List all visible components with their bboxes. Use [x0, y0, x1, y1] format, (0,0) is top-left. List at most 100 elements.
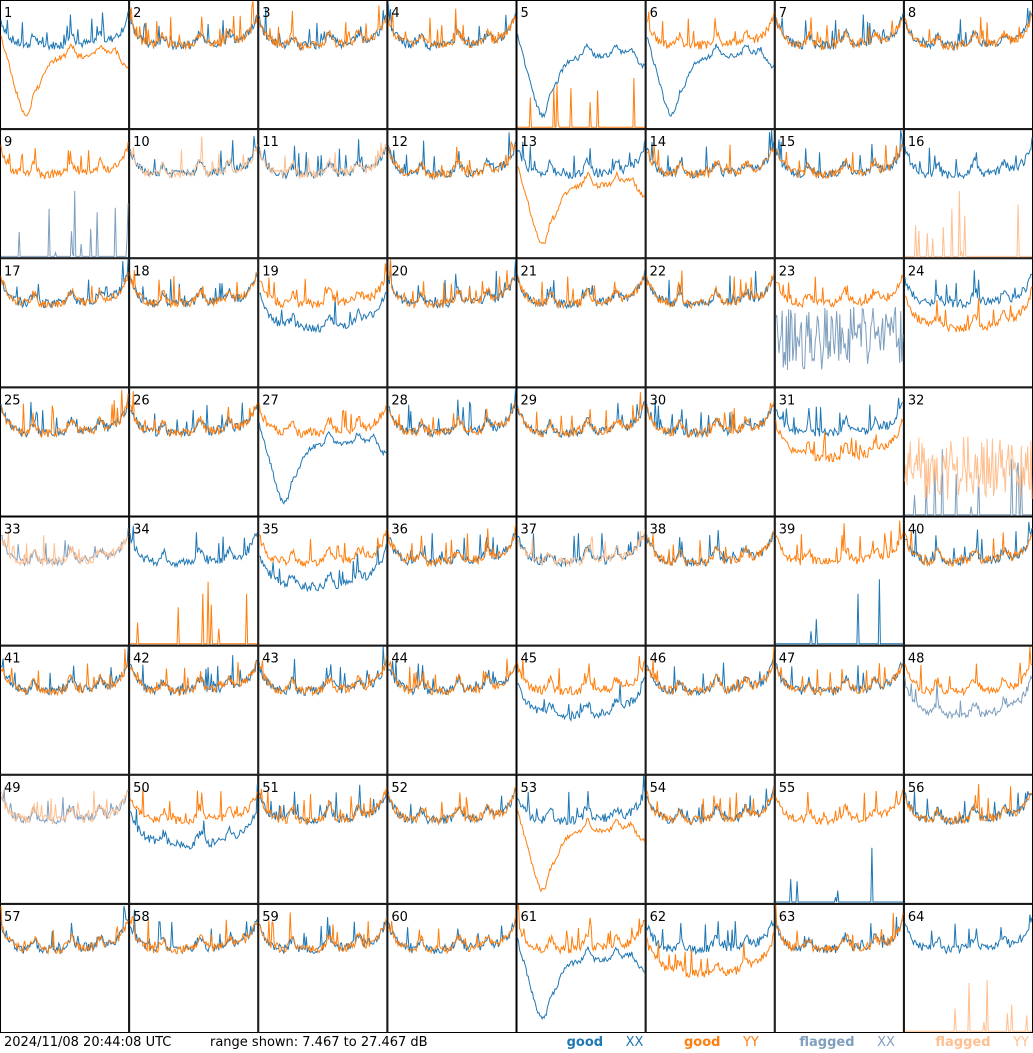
series-yy-53 [517, 809, 646, 893]
panel-frame [774, 387, 904, 517]
panel-frame [774, 258, 904, 388]
panel-61: 61 [516, 903, 646, 1033]
panel-label: 33 [4, 523, 21, 538]
series-yy-37 [517, 529, 646, 568]
series-yy-34 [130, 581, 258, 645]
series-yy-59 [259, 912, 387, 954]
panel-9: 9 [0, 129, 130, 259]
panel-40: 40 [903, 516, 1033, 646]
panel-label: 11 [262, 135, 279, 150]
panel-label: 49 [4, 781, 21, 796]
timestamp: 2024/11/08 20:44:08 UTC [4, 1035, 172, 1050]
legend: good XX good YY flagged XX flagged YY [531, 1033, 1029, 1053]
panel-label: 24 [908, 264, 925, 279]
panel-51: 51 [258, 774, 388, 904]
panel-frame [645, 0, 775, 130]
series-yy-14 [646, 143, 775, 179]
panel-frame [387, 516, 517, 646]
panel-frame [516, 129, 646, 259]
panel-label: 5 [521, 6, 529, 21]
panel-label: 58 [133, 910, 150, 925]
series-xx-24 [904, 270, 1033, 310]
panel-36: 36 [387, 516, 517, 646]
series-xx-48 [904, 674, 1033, 720]
panel-frame [129, 0, 259, 130]
series-yy-35 [258, 529, 387, 568]
panel-frame [645, 129, 775, 259]
panel-label: 26 [133, 393, 150, 408]
panel-frame [0, 516, 130, 646]
panel-frame [387, 903, 517, 1033]
panel-46: 46 [645, 645, 775, 775]
series-yy-48 [904, 646, 1033, 697]
panel-27: 27 [258, 387, 388, 517]
panel-35: 35 [258, 516, 388, 646]
series-xx-50 [129, 784, 258, 850]
panel-frame [0, 903, 130, 1033]
series-xx-61 [517, 937, 645, 1021]
panel-44: 44 [387, 645, 517, 775]
series-xx-9 [1, 190, 129, 257]
series-xx-49 [0, 789, 129, 825]
panel-label: 21 [521, 264, 538, 279]
panel-label: 8 [908, 6, 916, 21]
panel-28: 28 [387, 387, 517, 517]
panel-52: 52 [387, 774, 517, 904]
series-xx-26 [129, 402, 258, 437]
panel-29: 29 [516, 387, 646, 517]
series-yy-57 [0, 906, 129, 956]
panel-33: 33 [0, 516, 130, 646]
panel-frame [774, 129, 904, 259]
series-yy-23 [775, 273, 904, 309]
panel-63: 63 [774, 903, 904, 1033]
panel-frame [0, 258, 130, 388]
series-yy-5 [517, 77, 645, 128]
series-yy-62 [646, 931, 775, 979]
panel-label: 57 [4, 910, 21, 925]
series-xx-27 [258, 422, 387, 505]
series-yy-25 [0, 389, 129, 439]
series-xx-28 [388, 388, 516, 439]
series-yy-13 [517, 166, 645, 245]
series-yy-17 [0, 271, 129, 309]
panel-21: 21 [516, 258, 646, 388]
panel-20: 20 [387, 258, 517, 388]
panel-label: 10 [133, 135, 150, 150]
series-xx-57 [0, 905, 129, 955]
panel-frame [258, 258, 388, 388]
series-yy-27 [258, 403, 387, 438]
panel-39: 39 [774, 516, 904, 646]
panel-12: 12 [387, 129, 517, 259]
series-yy-15 [775, 143, 904, 180]
panel-label: 43 [262, 652, 279, 667]
panel-label: 31 [779, 393, 796, 408]
panel-frame [774, 516, 904, 646]
panel-17: 17 [0, 258, 130, 388]
panel-frame [129, 903, 259, 1033]
series-xx-32 [904, 449, 1032, 516]
series-yy-44 [387, 658, 516, 696]
series-yy-26 [129, 390, 258, 438]
panel-frame [258, 645, 388, 775]
panel-label: 34 [133, 523, 150, 538]
panel-label: 6 [650, 6, 658, 21]
panel-frame [387, 387, 517, 517]
series-xx-6 [646, 37, 775, 117]
panel-label: 42 [133, 652, 150, 667]
series-yy-18 [129, 270, 258, 308]
panel-25: 25 [0, 387, 130, 517]
series-xx-44 [388, 660, 516, 696]
panel-frame [129, 387, 259, 517]
series-xx-35 [259, 543, 387, 593]
series-yy-28 [388, 403, 516, 438]
series-yy-52 [387, 785, 516, 826]
range-label: range shown: 7.467 to 27.467 dB [210, 1035, 428, 1050]
panel-label: 46 [650, 652, 667, 667]
series-yy-58 [129, 915, 258, 955]
panel-41: 41 [0, 645, 130, 775]
panel-label: 37 [521, 523, 538, 538]
panel-label: 28 [391, 393, 408, 408]
panel-54: 54 [645, 774, 775, 904]
legend-good-yy: good YY [683, 1035, 759, 1050]
